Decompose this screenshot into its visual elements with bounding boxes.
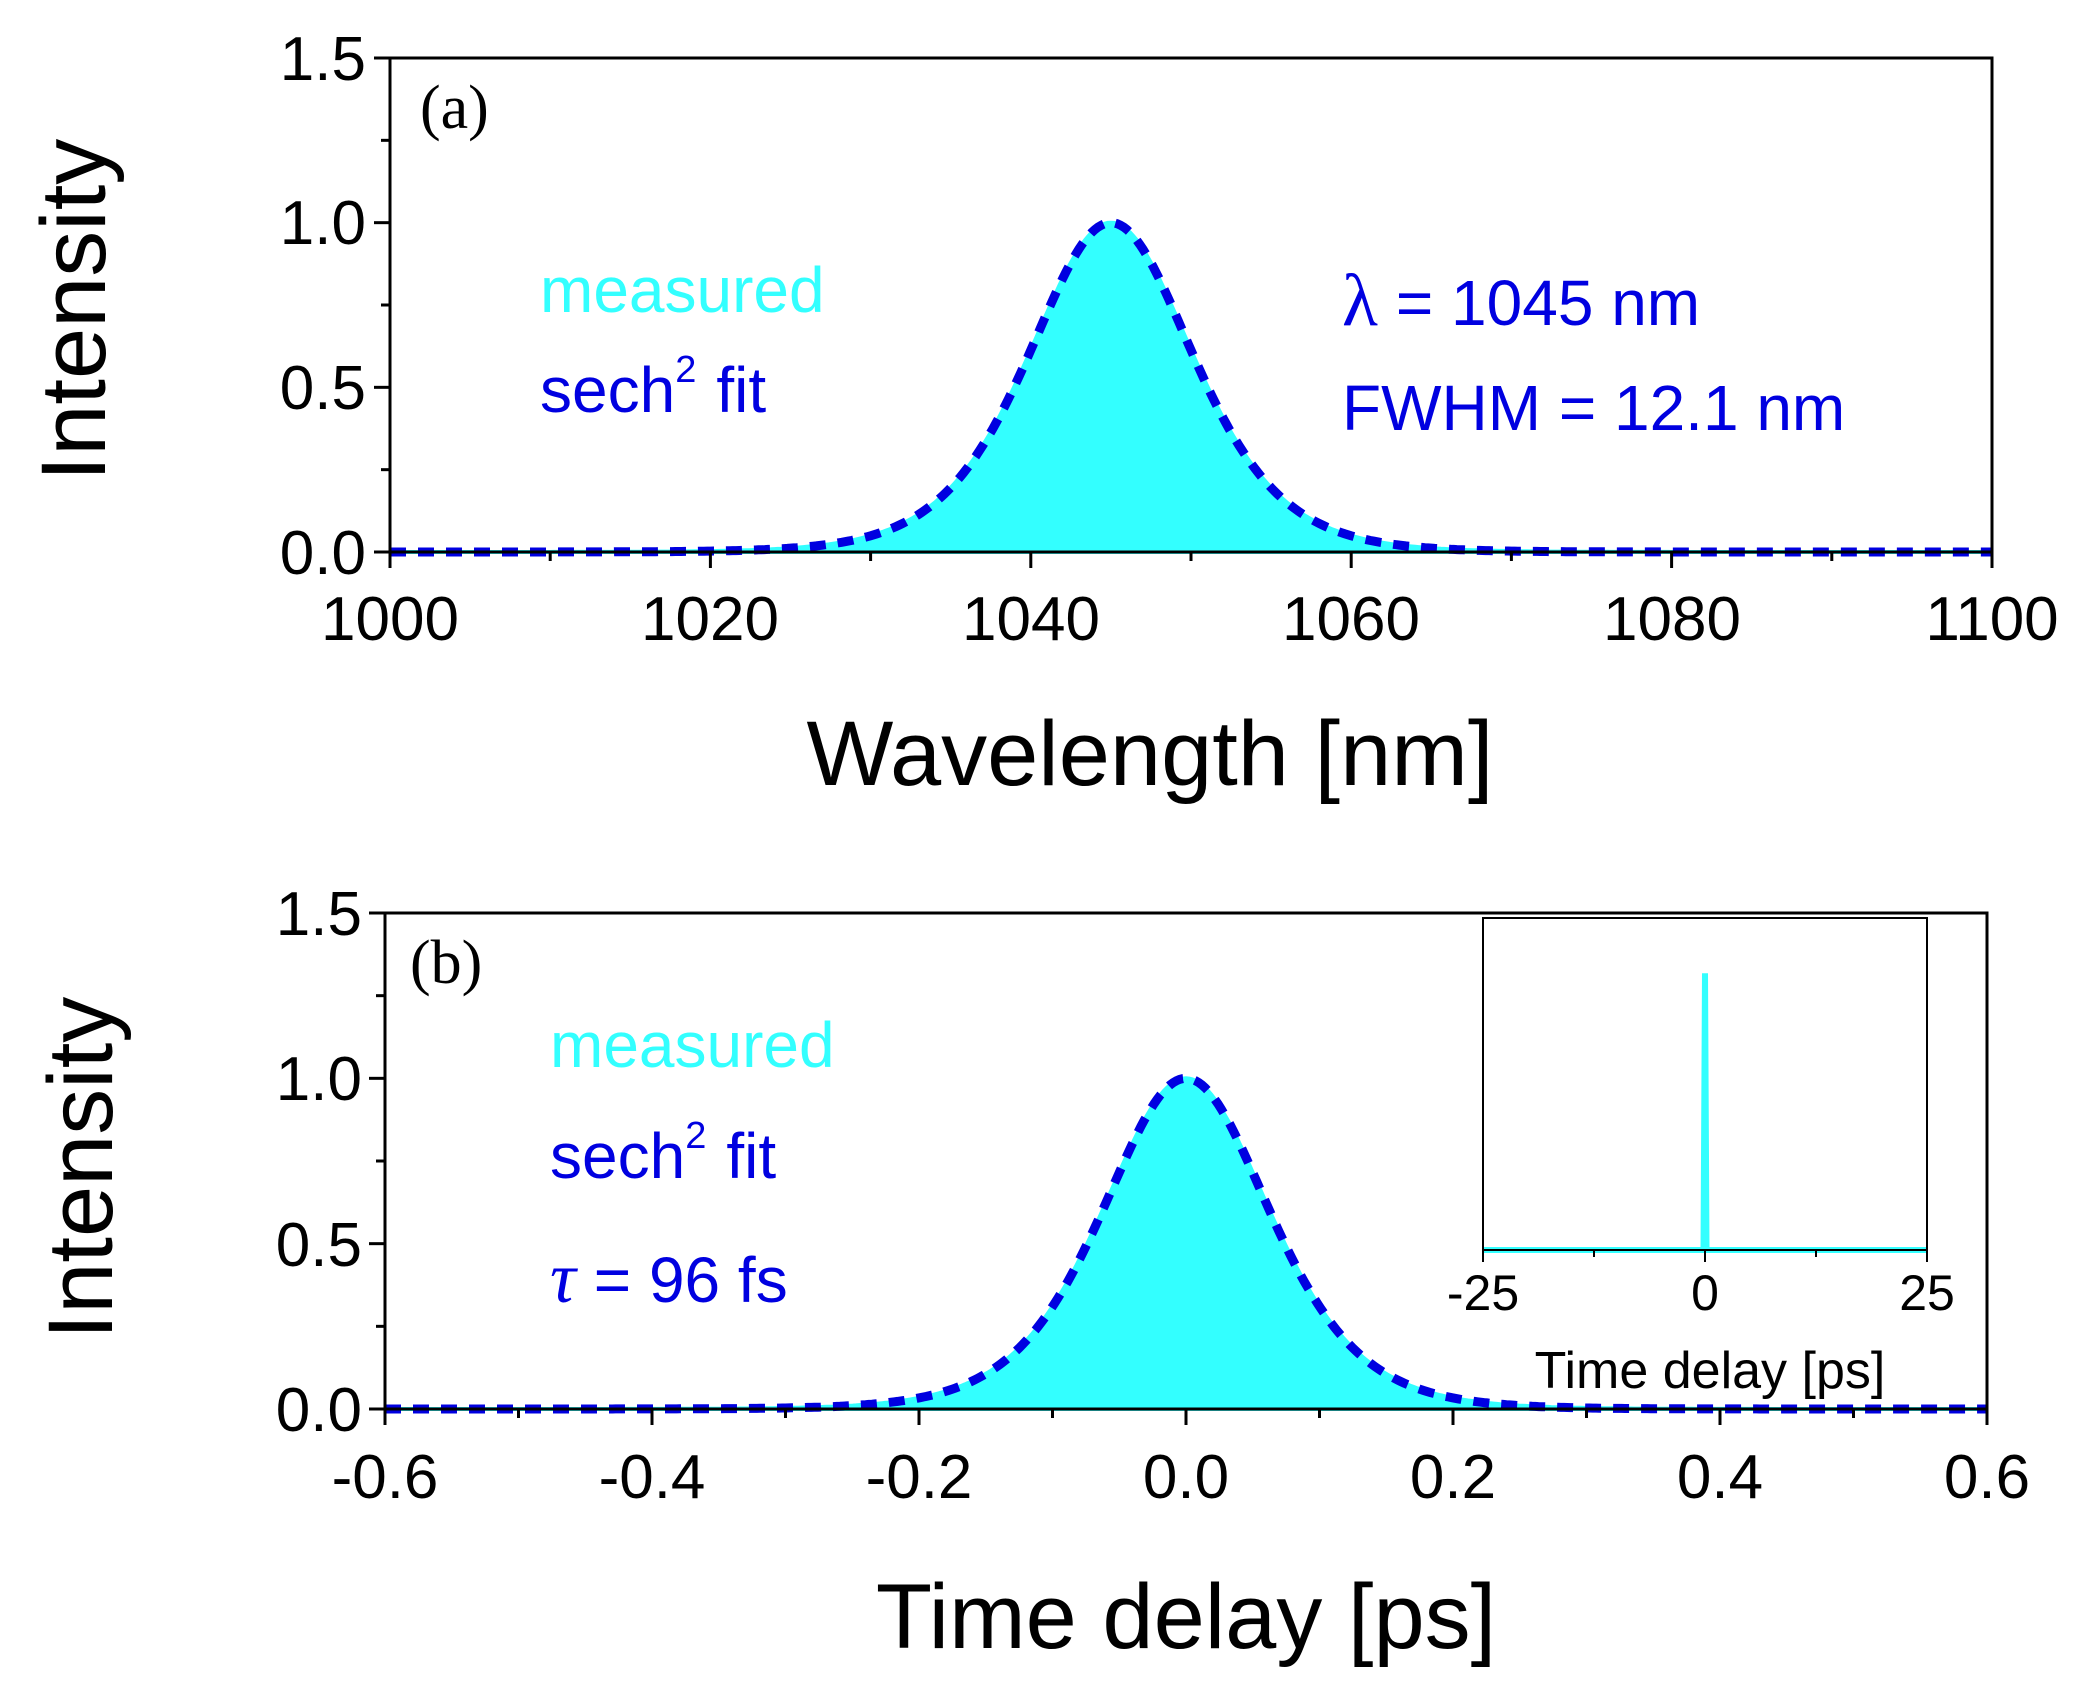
ytick-b-3: 1.5 bbox=[276, 880, 362, 949]
inset-xtick-0: -25 bbox=[1447, 1265, 1519, 1321]
ytick-a-3: 1.5 bbox=[280, 25, 366, 94]
inset-xlabel: Time delay [ps] bbox=[1535, 1342, 1886, 1400]
xtick-a-5: 1100 bbox=[1925, 585, 2058, 654]
legend-fit-b: sech2 fit bbox=[550, 1115, 776, 1192]
xtick-b-2: -0.2 bbox=[866, 1443, 973, 1512]
annotation-wavelength: λ = 1045 nm bbox=[1342, 260, 1700, 342]
ylabel-a: Intensity bbox=[23, 139, 125, 482]
xlabel-a: Wavelength [nm] bbox=[807, 703, 1494, 805]
xtick-a-4: 1080 bbox=[1603, 585, 1741, 654]
annotation-fwhm: FWHM = 12.1 nm bbox=[1342, 372, 1845, 444]
xtick-b-3: 0.0 bbox=[1143, 1443, 1229, 1512]
xtick-a-3: 1060 bbox=[1282, 585, 1420, 654]
ticks-a bbox=[374, 56, 1994, 568]
xlabel-b: Time delay [ps] bbox=[876, 1566, 1496, 1668]
ticks-b bbox=[369, 911, 1989, 1425]
xtick-b-6: 0.6 bbox=[1944, 1443, 2030, 1512]
ytick-a-2: 1.0 bbox=[280, 189, 366, 258]
xtick-b-5: 0.4 bbox=[1677, 1443, 1763, 1512]
xtick-b-1: -0.4 bbox=[599, 1443, 706, 1512]
legend-measured-a: measured bbox=[540, 254, 825, 326]
ytick-b-2: 1.0 bbox=[276, 1045, 362, 1114]
xtick-a-1: 1020 bbox=[641, 585, 779, 654]
inset: -25 0 25 Time delay [ps] bbox=[1447, 917, 1955, 1400]
xtick-a-2: 1040 bbox=[962, 585, 1100, 654]
ylabel-b: Intensity bbox=[30, 997, 132, 1340]
panel-label-a: (a) bbox=[420, 74, 489, 142]
xtick-b-4: 0.2 bbox=[1410, 1443, 1496, 1512]
ytick-b-0: 0.0 bbox=[276, 1376, 362, 1445]
xtick-a-0: 1000 bbox=[321, 585, 459, 654]
inset-ticks bbox=[1482, 1250, 1928, 1262]
annotation-tau: τ = 96 fs bbox=[550, 1238, 788, 1318]
xtick-b-0: -0.6 bbox=[332, 1443, 439, 1512]
inset-measured-line bbox=[1483, 973, 1927, 1253]
ytick-a-0: 0.0 bbox=[280, 519, 366, 588]
ytick-a-1: 0.5 bbox=[280, 354, 366, 423]
inset-xtick-2: 25 bbox=[1899, 1265, 1955, 1321]
legend-fit-a: sech2 fit bbox=[540, 349, 766, 426]
panel-b: (b) 0.0 0.5 1.0 1.5 -0.6 -0.4 -0.2 0.0 0… bbox=[30, 880, 2030, 1668]
inset-xtick-1: 0 bbox=[1691, 1265, 1719, 1321]
panel-a: (a) 0.0 0.5 1.0 1.5 1000 1020 1040 1060 … bbox=[23, 25, 2059, 805]
panel-label-b: (b) bbox=[410, 929, 482, 997]
ytick-b-1: 0.5 bbox=[276, 1211, 362, 1280]
legend-measured-b: measured bbox=[550, 1009, 835, 1081]
